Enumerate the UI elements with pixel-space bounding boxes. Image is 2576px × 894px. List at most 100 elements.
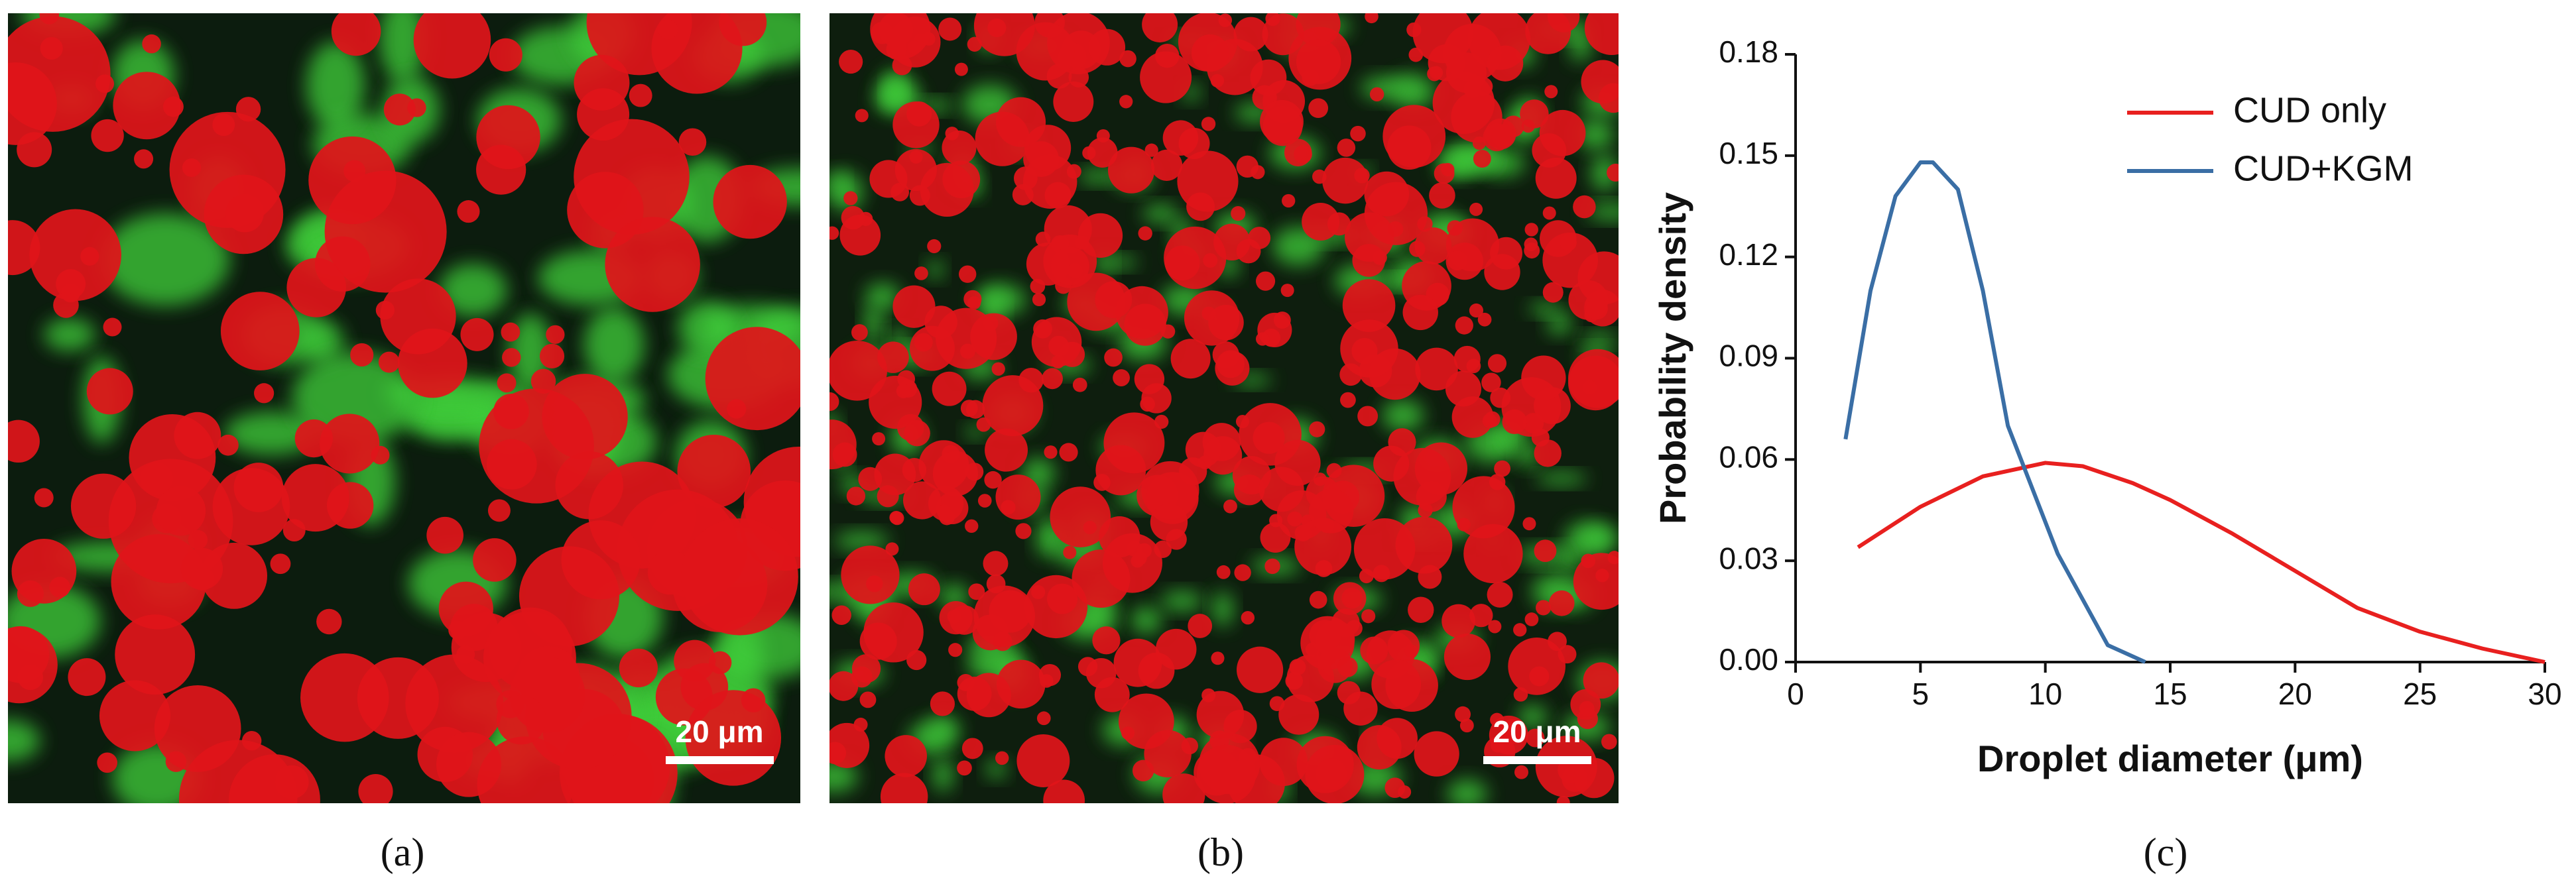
oil-droplet xyxy=(8,62,57,145)
oil-droplet xyxy=(489,38,522,72)
oil-droplet xyxy=(1047,583,1078,614)
oil-droplet xyxy=(885,735,927,777)
oil-droplet xyxy=(1418,565,1442,589)
oil-droplet xyxy=(1186,192,1215,221)
oil-droplet xyxy=(1472,137,1486,150)
oil-droplet xyxy=(1526,728,1545,748)
oil-droplet xyxy=(1094,677,1130,712)
oil-droplet xyxy=(1140,51,1192,103)
oil-droplet xyxy=(1237,646,1284,693)
oil-droplet xyxy=(1016,734,1070,787)
oil-droplet xyxy=(1408,596,1434,623)
oil-droplet xyxy=(1308,98,1329,119)
oil-droplet xyxy=(894,148,937,192)
oil-droplet xyxy=(904,419,930,447)
oil-droplet xyxy=(1513,623,1527,637)
oil-droplet xyxy=(113,72,181,140)
oil-droplet xyxy=(539,343,565,368)
scale-label: 20 μm xyxy=(676,714,764,749)
scale-bar xyxy=(1483,756,1591,764)
oil-droplet xyxy=(1099,516,1140,558)
x-tick-label: 10 xyxy=(2028,677,2062,711)
oil-droplet xyxy=(561,520,641,600)
oil-droplet xyxy=(851,324,868,341)
oil-droplet xyxy=(1264,558,1280,575)
oil-droplet xyxy=(1218,13,1233,27)
green-phase xyxy=(1161,591,1203,611)
oil-droplet xyxy=(829,226,839,240)
oil-droplet xyxy=(174,412,221,459)
scale-label: 20 μm xyxy=(1493,714,1581,749)
oil-droplet xyxy=(1494,460,1511,477)
oil-droplet xyxy=(476,105,540,170)
oil-droplet xyxy=(1015,523,1032,539)
green-phase xyxy=(1591,154,1618,192)
green-phase xyxy=(927,715,960,744)
legend-label: CUD only xyxy=(2233,90,2386,130)
oil-droplet xyxy=(68,658,106,697)
oil-droplet xyxy=(39,13,60,25)
oil-droplet xyxy=(1441,604,1475,638)
oil-droplet xyxy=(647,550,692,595)
oil-droplet xyxy=(1068,67,1089,87)
oil-droplet xyxy=(1521,119,1535,133)
oil-droplet xyxy=(1036,711,1051,726)
oil-droplet xyxy=(1296,13,1341,47)
oil-droplet xyxy=(1337,657,1358,677)
oil-droplet xyxy=(713,164,787,239)
oil-droplet xyxy=(1144,143,1158,157)
oil-droplet xyxy=(162,96,184,117)
oil-droplet xyxy=(1215,351,1250,386)
oil-droplet xyxy=(134,149,154,169)
oil-droplet xyxy=(1491,738,1505,753)
oil-droplet xyxy=(681,518,798,636)
oil-droplet xyxy=(1398,785,1412,799)
oil-droplet xyxy=(1457,518,1471,531)
oil-droplet xyxy=(1409,241,1426,257)
oil-droplet xyxy=(1231,206,1246,221)
oil-droplet xyxy=(957,760,972,776)
oil-droplet xyxy=(448,620,467,640)
oil-droplet xyxy=(829,340,887,401)
oil-droplet xyxy=(1001,500,1016,515)
oil-droplet xyxy=(959,343,975,359)
oil-droplet xyxy=(142,34,161,54)
panel-caption: (a) xyxy=(381,830,425,874)
oil-droplet xyxy=(983,551,1009,577)
oil-droplet xyxy=(832,442,857,467)
oil-droplet xyxy=(958,265,977,283)
oil-droplet xyxy=(456,645,475,664)
oil-droplet xyxy=(1309,488,1354,533)
oil-droplet xyxy=(987,18,1007,38)
x-tick-label: 5 xyxy=(1912,677,1930,711)
oil-droplet xyxy=(182,158,202,178)
x-tick-label: 20 xyxy=(2278,677,2312,711)
oil-droplet xyxy=(658,19,678,40)
oil-droplet xyxy=(530,368,556,394)
oil-droplet xyxy=(1548,590,1575,616)
green-phase xyxy=(829,760,858,793)
oil-droplet xyxy=(457,200,480,223)
oil-droplet xyxy=(29,209,121,302)
oil-droplet xyxy=(1151,149,1183,181)
oil-droplet xyxy=(846,486,866,506)
oil-droplet xyxy=(1184,290,1240,346)
green-phase xyxy=(1212,591,1233,627)
oil-droplet xyxy=(1365,13,1379,24)
oil-droplet xyxy=(1524,612,1539,626)
oil-droplet xyxy=(839,50,863,74)
oil-droplet xyxy=(91,119,124,152)
oil-droplet xyxy=(1560,234,1577,251)
oil-droplet xyxy=(1577,708,1598,730)
oil-droplet xyxy=(960,400,978,418)
green-phase xyxy=(864,305,883,343)
oil-droplet xyxy=(936,307,997,369)
green-phase xyxy=(306,41,365,130)
oil-droplet xyxy=(1302,202,1340,241)
oil-droplet xyxy=(1534,439,1562,467)
green-phase xyxy=(865,283,900,310)
oil-droplet xyxy=(1294,145,1312,164)
green-phase xyxy=(1105,256,1137,269)
oil-droplet xyxy=(1455,706,1471,722)
oil-droplet xyxy=(977,494,992,508)
